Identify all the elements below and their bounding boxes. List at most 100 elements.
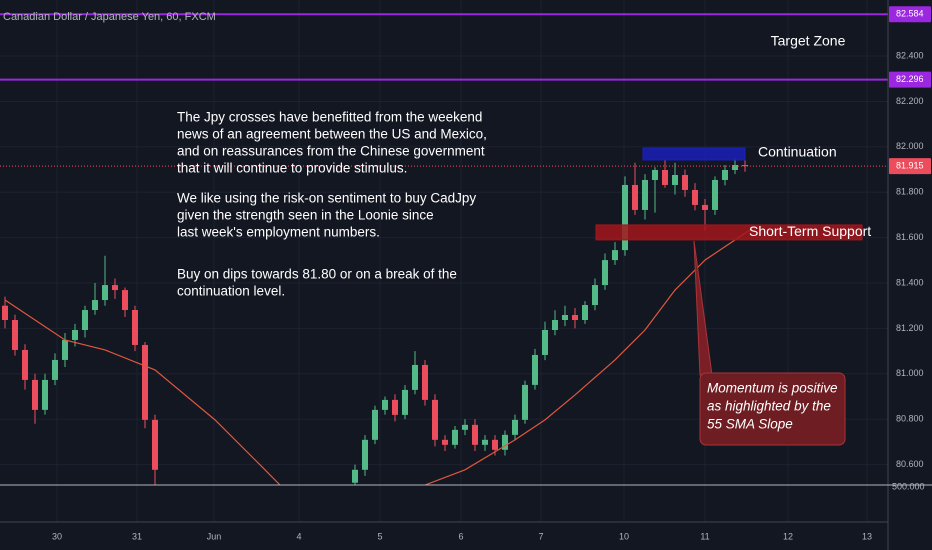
candle-body xyxy=(592,285,598,306)
candle-body xyxy=(142,344,148,420)
x-tick-label: 31 xyxy=(132,531,142,541)
callout-line: Momentum is positive xyxy=(707,381,838,396)
x-tick-label: 10 xyxy=(619,531,629,541)
x-tick-label: 6 xyxy=(458,531,463,541)
candle-body xyxy=(132,310,138,345)
candle-body xyxy=(722,169,728,180)
zone xyxy=(595,224,863,241)
candle-body xyxy=(622,184,628,251)
candle-body xyxy=(72,329,78,340)
sma-line xyxy=(4,229,751,485)
candle-body xyxy=(732,164,738,170)
candle-body xyxy=(522,384,528,420)
candle-body xyxy=(372,409,378,440)
candle-body xyxy=(482,439,488,445)
candle-body xyxy=(42,379,48,410)
overlay: Continuation Short-Term Support 82.584 82.2… xyxy=(0,6,931,446)
candle-body xyxy=(502,434,508,450)
x-tick-label: 12 xyxy=(783,531,793,541)
candle-body xyxy=(122,290,128,311)
note-line: last week's employment numbers. xyxy=(177,225,380,240)
y-tick-label: 81.200 xyxy=(896,323,924,333)
candle-body xyxy=(462,424,468,430)
candle-body xyxy=(62,339,68,360)
candle-body xyxy=(572,315,578,321)
candle-body xyxy=(442,439,448,445)
candle-body xyxy=(692,189,698,205)
price-badge xyxy=(889,71,931,88)
volume-label: 500.000 xyxy=(892,481,925,491)
candle-body xyxy=(582,305,588,321)
note-line: news of an agreement between the US and … xyxy=(177,127,487,142)
price-badge xyxy=(889,6,931,23)
candle-body xyxy=(642,179,648,210)
candle-body xyxy=(102,285,108,301)
candle-body xyxy=(652,169,658,180)
zone-label: Short-Term Support xyxy=(749,223,871,239)
candle-body xyxy=(22,349,28,380)
x-tick-label: 5 xyxy=(377,531,382,541)
price-badge xyxy=(889,158,931,175)
note-line: that it will continue to provide stimulu… xyxy=(177,161,407,176)
x-tick-label: Jun xyxy=(207,531,222,541)
chart-title: Canadian Dollar / Japanese Yen, 60, FXCM xyxy=(3,11,216,23)
candle-body xyxy=(152,419,158,470)
price-badge-label: 82.296 xyxy=(896,74,924,84)
note-line: continuation level. xyxy=(177,284,285,299)
candle-body xyxy=(512,419,518,435)
candle-body xyxy=(602,260,608,286)
x-tick-label: 13 xyxy=(862,531,872,541)
x-tick-label: 11 xyxy=(700,531,709,541)
y-tick-label: 81.600 xyxy=(896,232,924,242)
candle-body xyxy=(352,469,358,483)
candle-body xyxy=(362,439,368,470)
candle-body xyxy=(632,184,638,210)
candle-body xyxy=(2,305,8,321)
y-tick-label: 82.400 xyxy=(896,50,924,60)
candle-body xyxy=(92,300,98,311)
candle-body xyxy=(712,179,718,210)
price-pane xyxy=(2,155,751,485)
candle-body xyxy=(452,429,458,445)
candle-body xyxy=(112,285,118,291)
note-line: given the strength seen in the Loonie si… xyxy=(177,208,434,223)
y-tick-label: 82.000 xyxy=(896,141,924,151)
candle-body xyxy=(672,174,678,185)
candle-body xyxy=(422,364,428,400)
candle-body xyxy=(542,329,548,355)
price-badge-label: 81.915 xyxy=(896,161,924,171)
candle-body xyxy=(612,250,618,261)
target-label: Target Zone xyxy=(771,33,846,49)
callout-line: as highlighted by the xyxy=(707,399,831,414)
note-line: Buy on dips towards 81.80 or on a break … xyxy=(177,267,457,282)
candle-body xyxy=(402,389,408,415)
note-line: We like using the risk-on sentiment to b… xyxy=(177,191,476,206)
candle-body xyxy=(392,399,398,415)
candle-body xyxy=(382,399,388,410)
y-tick-label: 81.400 xyxy=(896,277,924,287)
candle-body xyxy=(662,169,668,185)
candle-body xyxy=(52,359,58,380)
x-tick-label: 7 xyxy=(538,531,543,541)
candle-body xyxy=(702,204,708,210)
zone xyxy=(642,147,746,161)
zone-label: Continuation xyxy=(758,144,837,160)
candle-body xyxy=(532,354,538,385)
candle-body xyxy=(82,310,88,330)
candle-body xyxy=(412,364,418,390)
y-tick-label: 80.600 xyxy=(896,459,924,469)
x-tick-label: 30 xyxy=(52,531,62,541)
candle-body xyxy=(12,320,18,350)
candle-body xyxy=(32,379,38,410)
note-line: and on reassurances from the Chinese gov… xyxy=(177,144,485,159)
price-badge-label: 82.584 xyxy=(896,9,924,19)
candle-body xyxy=(742,164,748,167)
candle-body xyxy=(472,424,478,445)
y-tick-label: 80.800 xyxy=(896,414,924,424)
y-tick-label: 81.000 xyxy=(896,368,924,378)
callout-line: 55 SMA Slope xyxy=(707,417,793,432)
candle-body xyxy=(682,174,688,190)
candle-body xyxy=(432,399,438,440)
